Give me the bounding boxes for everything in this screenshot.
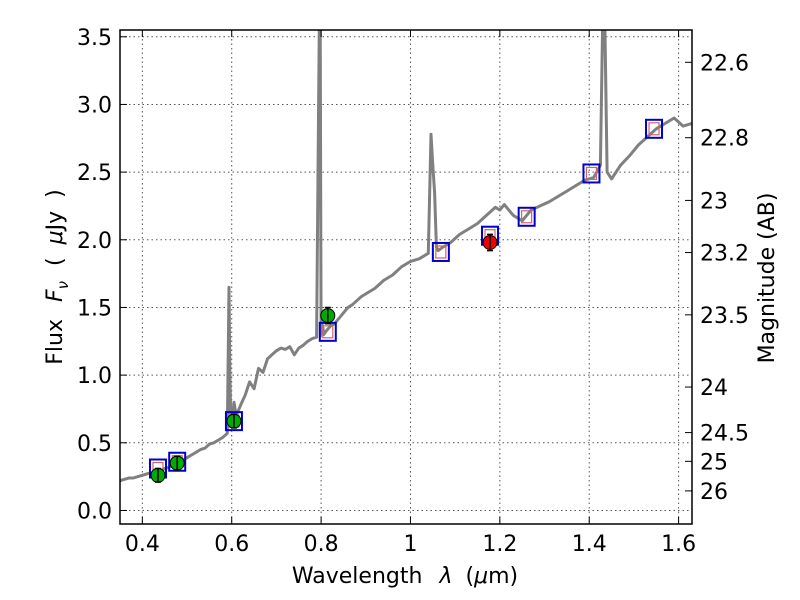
y-tick-label: 2.5: [77, 161, 112, 186]
observed-point: [169, 455, 185, 471]
model-point-box: [517, 206, 536, 227]
observed-point: [150, 467, 166, 483]
y-axis: 0.0 0.5 1.0 1.5 2.0 2.5 3.0 3.5: [77, 26, 127, 524]
model-point-inner: [585, 166, 598, 181]
model-point: [645, 118, 664, 139]
y-tick-label: 3.0: [77, 93, 112, 118]
x-tick-label: 1.2: [482, 532, 517, 557]
magnitude-tick-label: 23: [700, 189, 728, 214]
model-point-box: [168, 451, 187, 472]
observed-point: [482, 233, 498, 252]
y-tick-label: 1.5: [77, 296, 112, 321]
model-photometry-series: [148, 118, 664, 479]
model-point-inner: [435, 245, 447, 259]
y-tick-label: 3.5: [77, 26, 112, 51]
magnitude-tick-label: 23.5: [700, 304, 749, 329]
observed-point: [226, 413, 242, 429]
y-tick-label: 0.0: [77, 499, 112, 524]
plot-area-frame: [119, 29, 693, 525]
spectrum-series: [120, 30, 692, 483]
magnitude-tick-label: 25: [700, 450, 728, 475]
model-point-inner: [322, 325, 334, 339]
observed-point: [320, 306, 336, 325]
observed-photometry-series: [150, 233, 498, 483]
model-point-inner: [648, 122, 660, 136]
magnitude-tick-label: 23.2: [700, 242, 749, 267]
spectrum-line: [120, 30, 692, 483]
model-point-inner: [521, 210, 533, 224]
y-tick-label: 0.5: [77, 432, 112, 457]
model-point-box: [582, 163, 601, 184]
x-tick-label: 0.8: [304, 532, 339, 557]
model-point: [431, 241, 450, 262]
model-point-box: [645, 118, 664, 139]
x-tick-label: 0.6: [214, 532, 249, 557]
magnitude-tick-label: 22.6: [700, 51, 749, 76]
magnitude-tick-label: 24: [700, 376, 728, 401]
x-tick-label: 1: [403, 532, 417, 557]
x-tick-label: 1.4: [572, 532, 607, 557]
model-point: [582, 163, 601, 184]
magnitude-tick-label: 22.8: [700, 127, 749, 152]
magnitude-tick-label: 24.5: [700, 422, 749, 447]
y-tick-label: 1.0: [77, 364, 112, 389]
x-axis: 0.4 0.6 0.8 1 1.2 1.4 1.6: [125, 30, 696, 557]
model-point-box: [224, 411, 243, 432]
x-tick-label: 1.6: [661, 532, 696, 557]
magnitude-tick-label: 26: [700, 480, 728, 505]
magnitude-axis-label: Magnitude (AB): [755, 193, 780, 364]
model-point-box: [431, 241, 450, 262]
model-point: [517, 206, 536, 227]
y-tick-label: 2.0: [77, 229, 112, 254]
x-tick-label: 0.4: [125, 532, 160, 557]
x-axis-label: Wavelength λ (μm): [292, 564, 518, 589]
y-axis-label: Flux Fν ( μJy ): [43, 189, 74, 364]
magnitude-axis: 22.6 22.8 23 23.2 23.5 24 24.5 25 26: [685, 51, 749, 505]
